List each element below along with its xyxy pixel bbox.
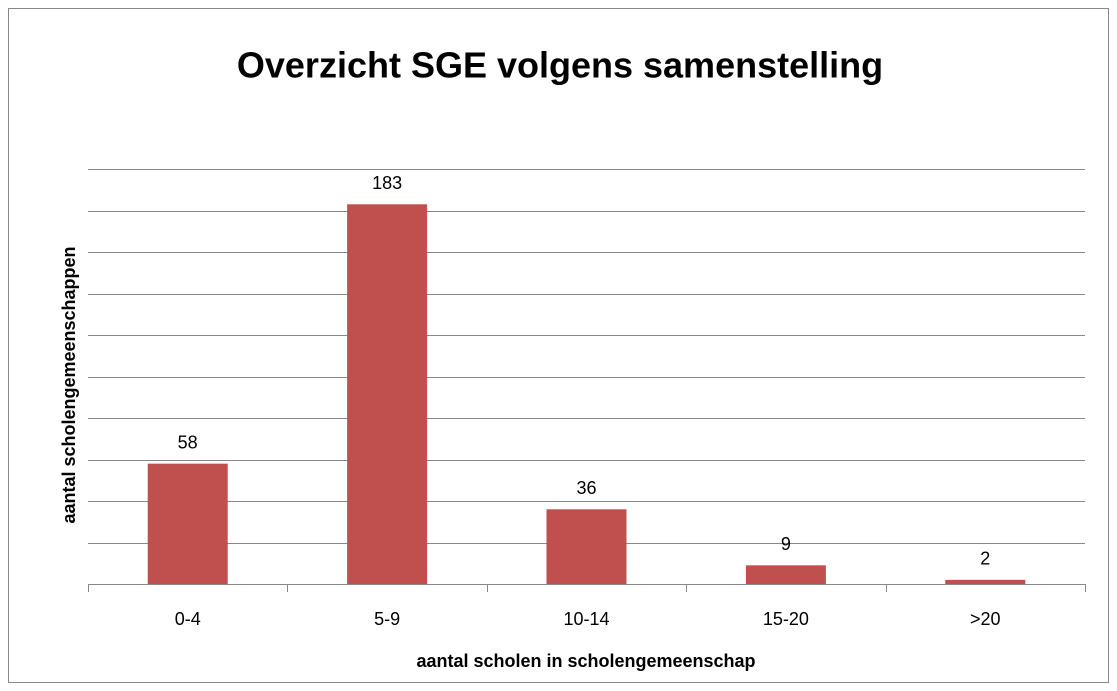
x-tick-label: 15-20	[763, 609, 809, 629]
x-tick-label: 5-9	[374, 609, 400, 629]
value-label: 183	[372, 173, 402, 193]
value-label: 58	[178, 432, 198, 452]
x-tick-label: >20	[970, 609, 1001, 629]
value-label: 36	[576, 478, 596, 498]
value-label: 2	[980, 549, 990, 569]
x-tick-label: 0-4	[175, 609, 201, 629]
value-label: 9	[781, 534, 791, 554]
chart-title: Overzicht SGE volgens samenstelling	[237, 45, 883, 86]
bar	[347, 204, 428, 584]
y-axis-title: aantal scholengemeenschappen	[59, 246, 79, 523]
x-tick-label: 10-14	[563, 609, 609, 629]
bar	[147, 463, 228, 584]
bar	[945, 579, 1026, 584]
x-axis-title: aantal scholen in scholengemeenschap	[416, 651, 755, 671]
bar	[745, 565, 826, 584]
bar	[546, 509, 627, 584]
